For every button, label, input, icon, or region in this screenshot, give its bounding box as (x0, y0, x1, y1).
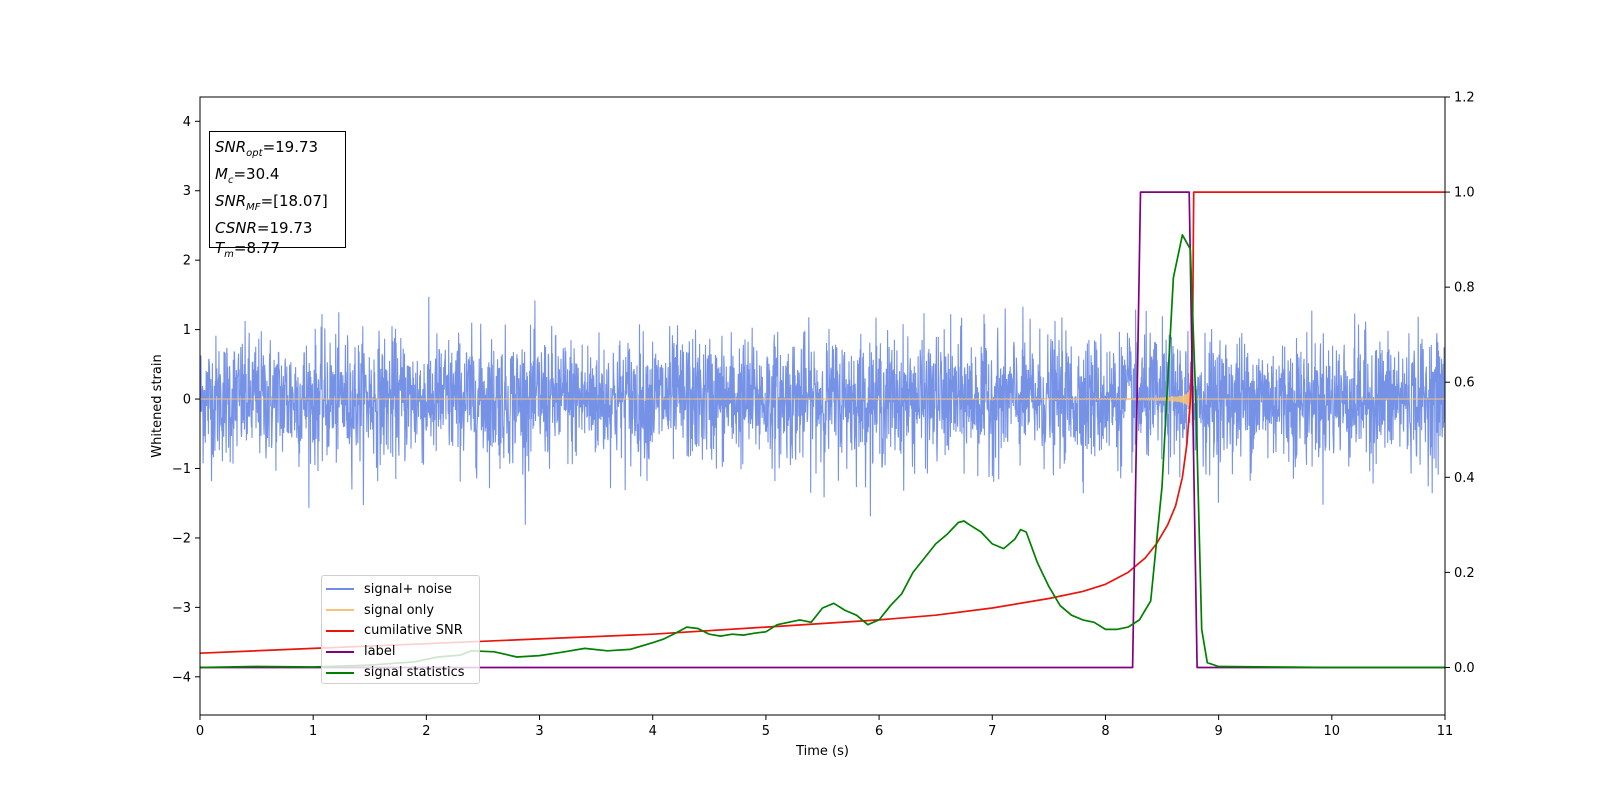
x-tick-label: 6 (875, 724, 883, 739)
x-tick-label: 8 (1101, 724, 1109, 739)
series-signal-statistics (200, 234, 1445, 669)
y-tick-label-right: 1.0 (1454, 186, 1475, 201)
annotation-snr-opt: SNRopt=19.73 (215, 138, 319, 159)
x-tick-label: 11 (1437, 724, 1454, 739)
y-tick-label-right: 0.2 (1454, 566, 1475, 581)
y-tick-label-left: 2 (183, 254, 191, 269)
x-tick-label: 2 (422, 724, 430, 739)
annotation-mc: Mc=30.4 (215, 165, 280, 186)
series-signal-noise (200, 286, 1445, 525)
annotation-tm: Tm=8.77 (215, 239, 280, 260)
y-tick-label-left: −2 (172, 531, 191, 546)
annotation-snr-mf: SNRMF=[18.07] (215, 192, 328, 213)
x-tick-label: 5 (762, 724, 770, 739)
y-tick-label-left: −3 (172, 601, 191, 616)
y-tick-label-right: 0.6 (1454, 376, 1475, 391)
legend-item-label: label (326, 641, 479, 662)
y-axis-label: Whitened strain (150, 354, 165, 457)
y-tick-label-left: −4 (172, 670, 191, 685)
y-tick-label-right: 0.4 (1454, 471, 1475, 486)
x-tick-label: 10 (1324, 724, 1341, 739)
x-tick-label: 1 (309, 724, 317, 739)
y-tick-label-right: 0.8 (1454, 281, 1475, 296)
plot-frame (199, 96, 1446, 716)
y-tick-label-left: 4 (183, 115, 191, 130)
x-tick-label: 3 (535, 724, 543, 739)
series-cumulative-snr (200, 191, 1445, 655)
annotation-csnr: CSNR=19.73 (215, 219, 313, 237)
legend-item-signal-statistics: signal statistics (326, 662, 479, 683)
series-signal-only (200, 376, 1445, 426)
y-tick-label-right: 0.0 (1454, 661, 1475, 676)
y-tick-label-left: 3 (183, 184, 191, 199)
y-tick-label-left: 1 (183, 323, 191, 338)
y-tick-label-left: 0 (183, 393, 191, 408)
legend-item-signal-noise: signal+ noise (326, 579, 479, 600)
y-tick-label-left: −1 (172, 462, 191, 477)
x-tick-label: 9 (1214, 724, 1222, 739)
x-tick-label: 4 (649, 724, 657, 739)
legend: signal+ noise signal only cumilative SNR… (321, 575, 480, 684)
legend-item-signal-only: signal only (326, 600, 479, 621)
x-tick-label: 0 (196, 724, 204, 739)
legend-item-cumulative-snr: cumilative SNR (326, 621, 479, 642)
x-axis-label: Time (s) (795, 744, 849, 759)
annotation-box: SNRopt=19.73 Mc=30.4 SNRMF=[18.07] CSNR=… (209, 131, 346, 260)
y-tick-label-right: 1.2 (1454, 91, 1475, 106)
x-tick-label: 7 (988, 724, 996, 739)
